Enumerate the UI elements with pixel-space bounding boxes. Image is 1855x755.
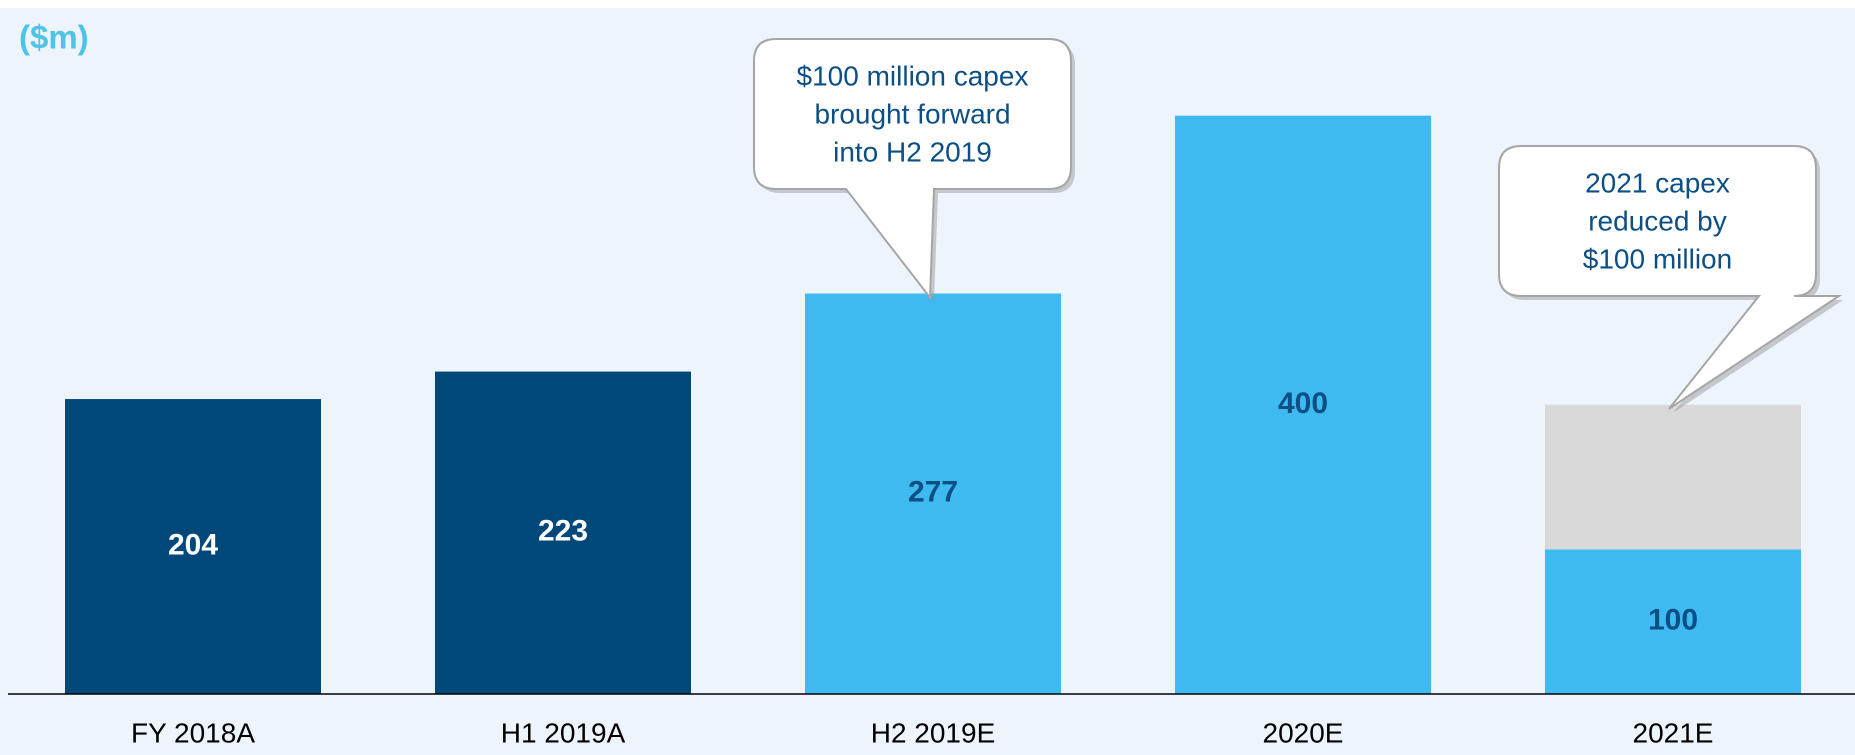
annotation-text: $100 million	[1583, 243, 1732, 274]
x-tick-label: H2 2019E	[871, 717, 996, 748]
bar	[435, 371, 691, 694]
annotation-text: reduced by	[1588, 205, 1727, 236]
annotation-text: into H2 2019	[833, 136, 992, 167]
bar	[805, 293, 1061, 694]
bar	[1545, 549, 1801, 694]
unit-label: ($m)	[19, 19, 89, 56]
annotation-text: 2021 capex	[1585, 167, 1730, 198]
annotation-text: brought forward	[814, 98, 1010, 129]
bar	[1545, 404, 1801, 550]
x-tick-label: FY 2018A	[131, 717, 255, 748]
bar	[1175, 115, 1431, 694]
value-label: 277	[908, 476, 958, 509]
annotation-text: $100 million capex	[797, 60, 1029, 91]
value-label: 100	[1648, 604, 1698, 637]
callout	[1498, 145, 1843, 410]
value-label: 204	[168, 528, 218, 561]
x-tick-label: H1 2019A	[501, 717, 626, 748]
x-tick-label: 2021E	[1633, 717, 1714, 748]
value-label: 223	[538, 515, 588, 548]
bar	[65, 399, 321, 694]
x-tick-label: 2020E	[1263, 717, 1344, 748]
value-label: 400	[1278, 387, 1328, 420]
callout	[753, 38, 1072, 301]
plot: 204 FY 2018A 223 H1 2019A 277 H2 2019E 400 2020…	[65, 38, 1843, 748]
